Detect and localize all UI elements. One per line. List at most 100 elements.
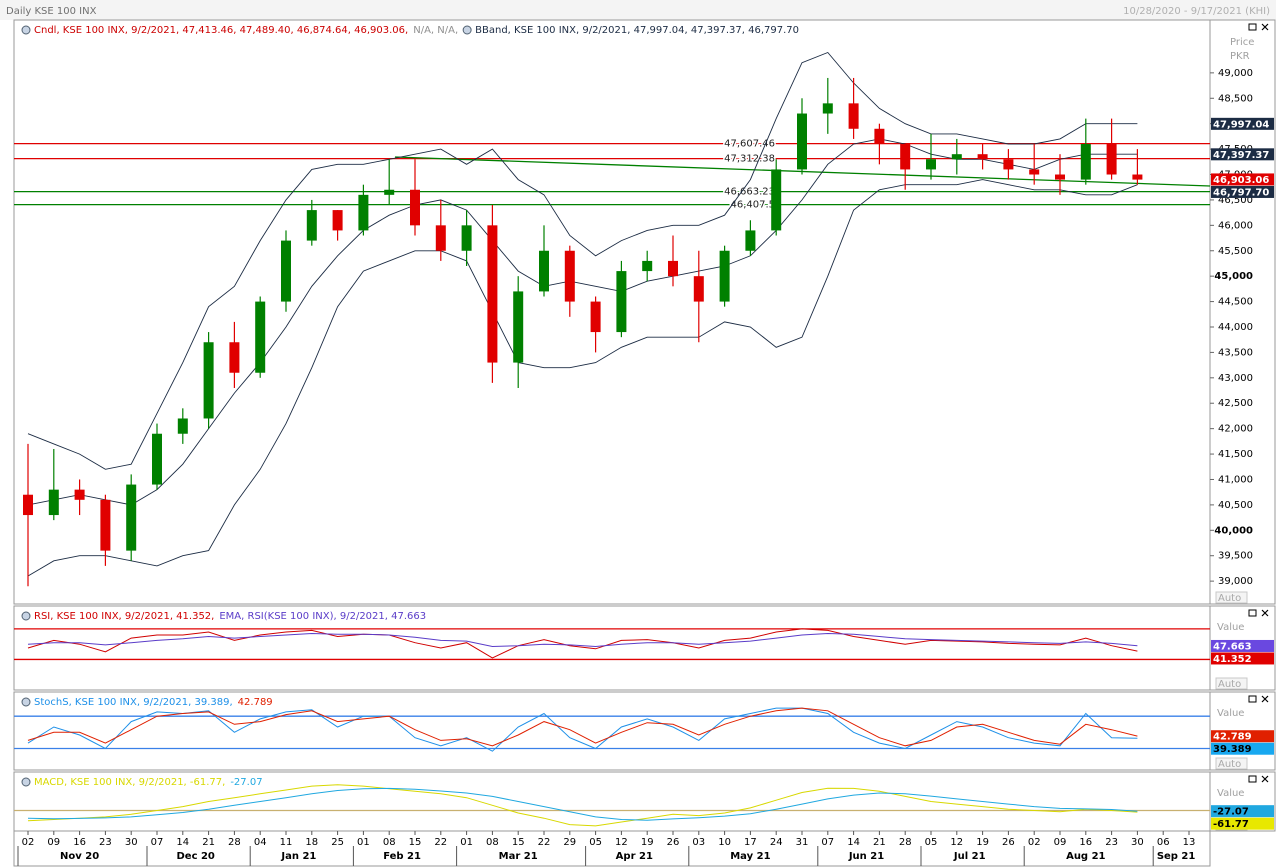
title-bar (0, 0, 1276, 20)
x-tick-label: 22 (434, 837, 447, 848)
x-tick-label: 16 (1079, 837, 1092, 848)
x-tick-label: 23 (99, 837, 112, 848)
x-tick-label: 09 (47, 837, 60, 848)
value-box-label: 47,997.04 (1213, 119, 1269, 130)
legend-entry: Cndl, KSE 100 INX, 9/2/2021, 47,413.46, … (34, 25, 408, 36)
scale-title: Value (1217, 788, 1244, 799)
candle-body (874, 128, 885, 145)
legend-entry: N/A, N/A, (413, 25, 458, 36)
scale-frame (1209, 19, 1276, 605)
candle-body (126, 484, 137, 551)
legend-entry: StochS, KSE 100 INX, 9/2/2021, 39.389, (34, 697, 233, 708)
candle-body (23, 494, 33, 516)
level-label: 46,407.5 (730, 200, 775, 211)
y-tick-label: 42,500 (1218, 398, 1253, 409)
x-tick-label: 05 (589, 837, 602, 848)
x-tick-label: 29 (563, 837, 576, 848)
x-month-label: Jan 21 (280, 851, 316, 862)
level-label: 46,663.23 (724, 187, 775, 198)
candle-body (229, 342, 240, 373)
y-tick-label: 44,000 (1218, 322, 1253, 333)
panel-maximize-icon (1248, 23, 1257, 31)
panel-maximize-icon (1248, 775, 1257, 783)
candle-body (797, 113, 807, 170)
candle-body (281, 240, 291, 302)
candle-body (771, 169, 782, 231)
x-tick-label: 02 (22, 837, 35, 848)
scale-title: Value (1217, 708, 1244, 719)
x-month-label: Nov 20 (60, 851, 99, 862)
x-tick-label: 19 (976, 837, 989, 848)
x-tick-label: 28 (228, 837, 241, 848)
x-tick-label: 09 (1054, 837, 1067, 848)
legend-entry: EMA, RSI(KSE 100 INX), 9/2/2021, 47.663 (219, 611, 426, 622)
x-tick-label: 08 (486, 837, 499, 848)
x-month-label: Sep 21 (1157, 851, 1196, 862)
panel-close-icon (1261, 23, 1269, 31)
candle-body (564, 250, 575, 302)
indicator-line (27, 707, 1138, 747)
candle-body (745, 230, 756, 251)
panel-close-icon (1261, 775, 1269, 783)
x-tick-label: 10 (718, 837, 731, 848)
x-tick-label: 07 (821, 837, 834, 848)
scale-title: Value (1217, 622, 1244, 633)
x-tick-label: 14 (176, 837, 189, 848)
candle-body (616, 271, 627, 333)
legend-entry: BBand, KSE 100 INX, 9/2/2021, 47,997.04,… (475, 25, 799, 36)
x-tick-label: 18 (305, 837, 318, 848)
value-box-label: 42.789 (1213, 732, 1252, 743)
x-tick-label: 31 (796, 837, 809, 848)
y-tick-label: 39,000 (1218, 576, 1253, 587)
x-tick-label: 25 (331, 837, 344, 848)
candle-body (1055, 174, 1065, 180)
x-tick-label: 02 (1028, 837, 1041, 848)
x-month-label: Apr 21 (616, 851, 653, 862)
y-axis-title: Price (1230, 37, 1254, 48)
x-month-label: Jun 21 (848, 851, 884, 862)
x-tick-label: 30 (125, 837, 138, 848)
candle-body (203, 342, 214, 419)
value-box (1211, 652, 1274, 665)
x-tick-label: 24 (770, 837, 783, 848)
x-tick-label: 08 (383, 837, 396, 848)
y-tick-label: 45,000 (1214, 271, 1253, 282)
x-tick-label: 01 (357, 837, 370, 848)
panel-icon (21, 697, 31, 707)
y-tick-label: 43,000 (1218, 373, 1253, 384)
x-tick-label: 15 (409, 837, 422, 848)
value-box (1211, 148, 1274, 161)
candle-body (926, 159, 936, 170)
x-axis-frame (13, 830, 1211, 867)
auto-button (1215, 591, 1248, 604)
x-month-label: Mar 21 (499, 851, 538, 862)
indicator-line (27, 628, 1138, 659)
panel-icon (21, 611, 31, 621)
candle-body (693, 276, 704, 302)
auto-button (1215, 757, 1248, 770)
date-range: 10/28/2020 - 9/17/2021 (KHI) (1123, 6, 1270, 17)
indicator-line (27, 787, 1138, 821)
candle-body (255, 301, 266, 373)
y-tick-label: 41,000 (1218, 474, 1253, 485)
panel-icon (462, 25, 472, 35)
x-tick-label: 15 (512, 837, 525, 848)
indicator-line (27, 632, 1138, 648)
value-box (1211, 639, 1274, 652)
x-tick-label: 30 (1131, 837, 1144, 848)
x-tick-label: 17 (744, 837, 757, 848)
candle-body (642, 260, 653, 272)
x-month-label: Dec 20 (176, 851, 214, 862)
y-tick-label: 48,500 (1218, 93, 1253, 104)
candle-body (951, 154, 962, 160)
x-tick-label: 22 (538, 837, 551, 848)
auto-label: Auto (1218, 679, 1241, 690)
x-tick-label: 06 (1157, 837, 1170, 848)
candle-body (513, 291, 524, 363)
candle-body (977, 154, 988, 160)
y-tick-label: 45,500 (1218, 246, 1253, 257)
value-box (1211, 805, 1274, 818)
indicator-line (27, 784, 1138, 827)
x-tick-label: 19 (641, 837, 654, 848)
